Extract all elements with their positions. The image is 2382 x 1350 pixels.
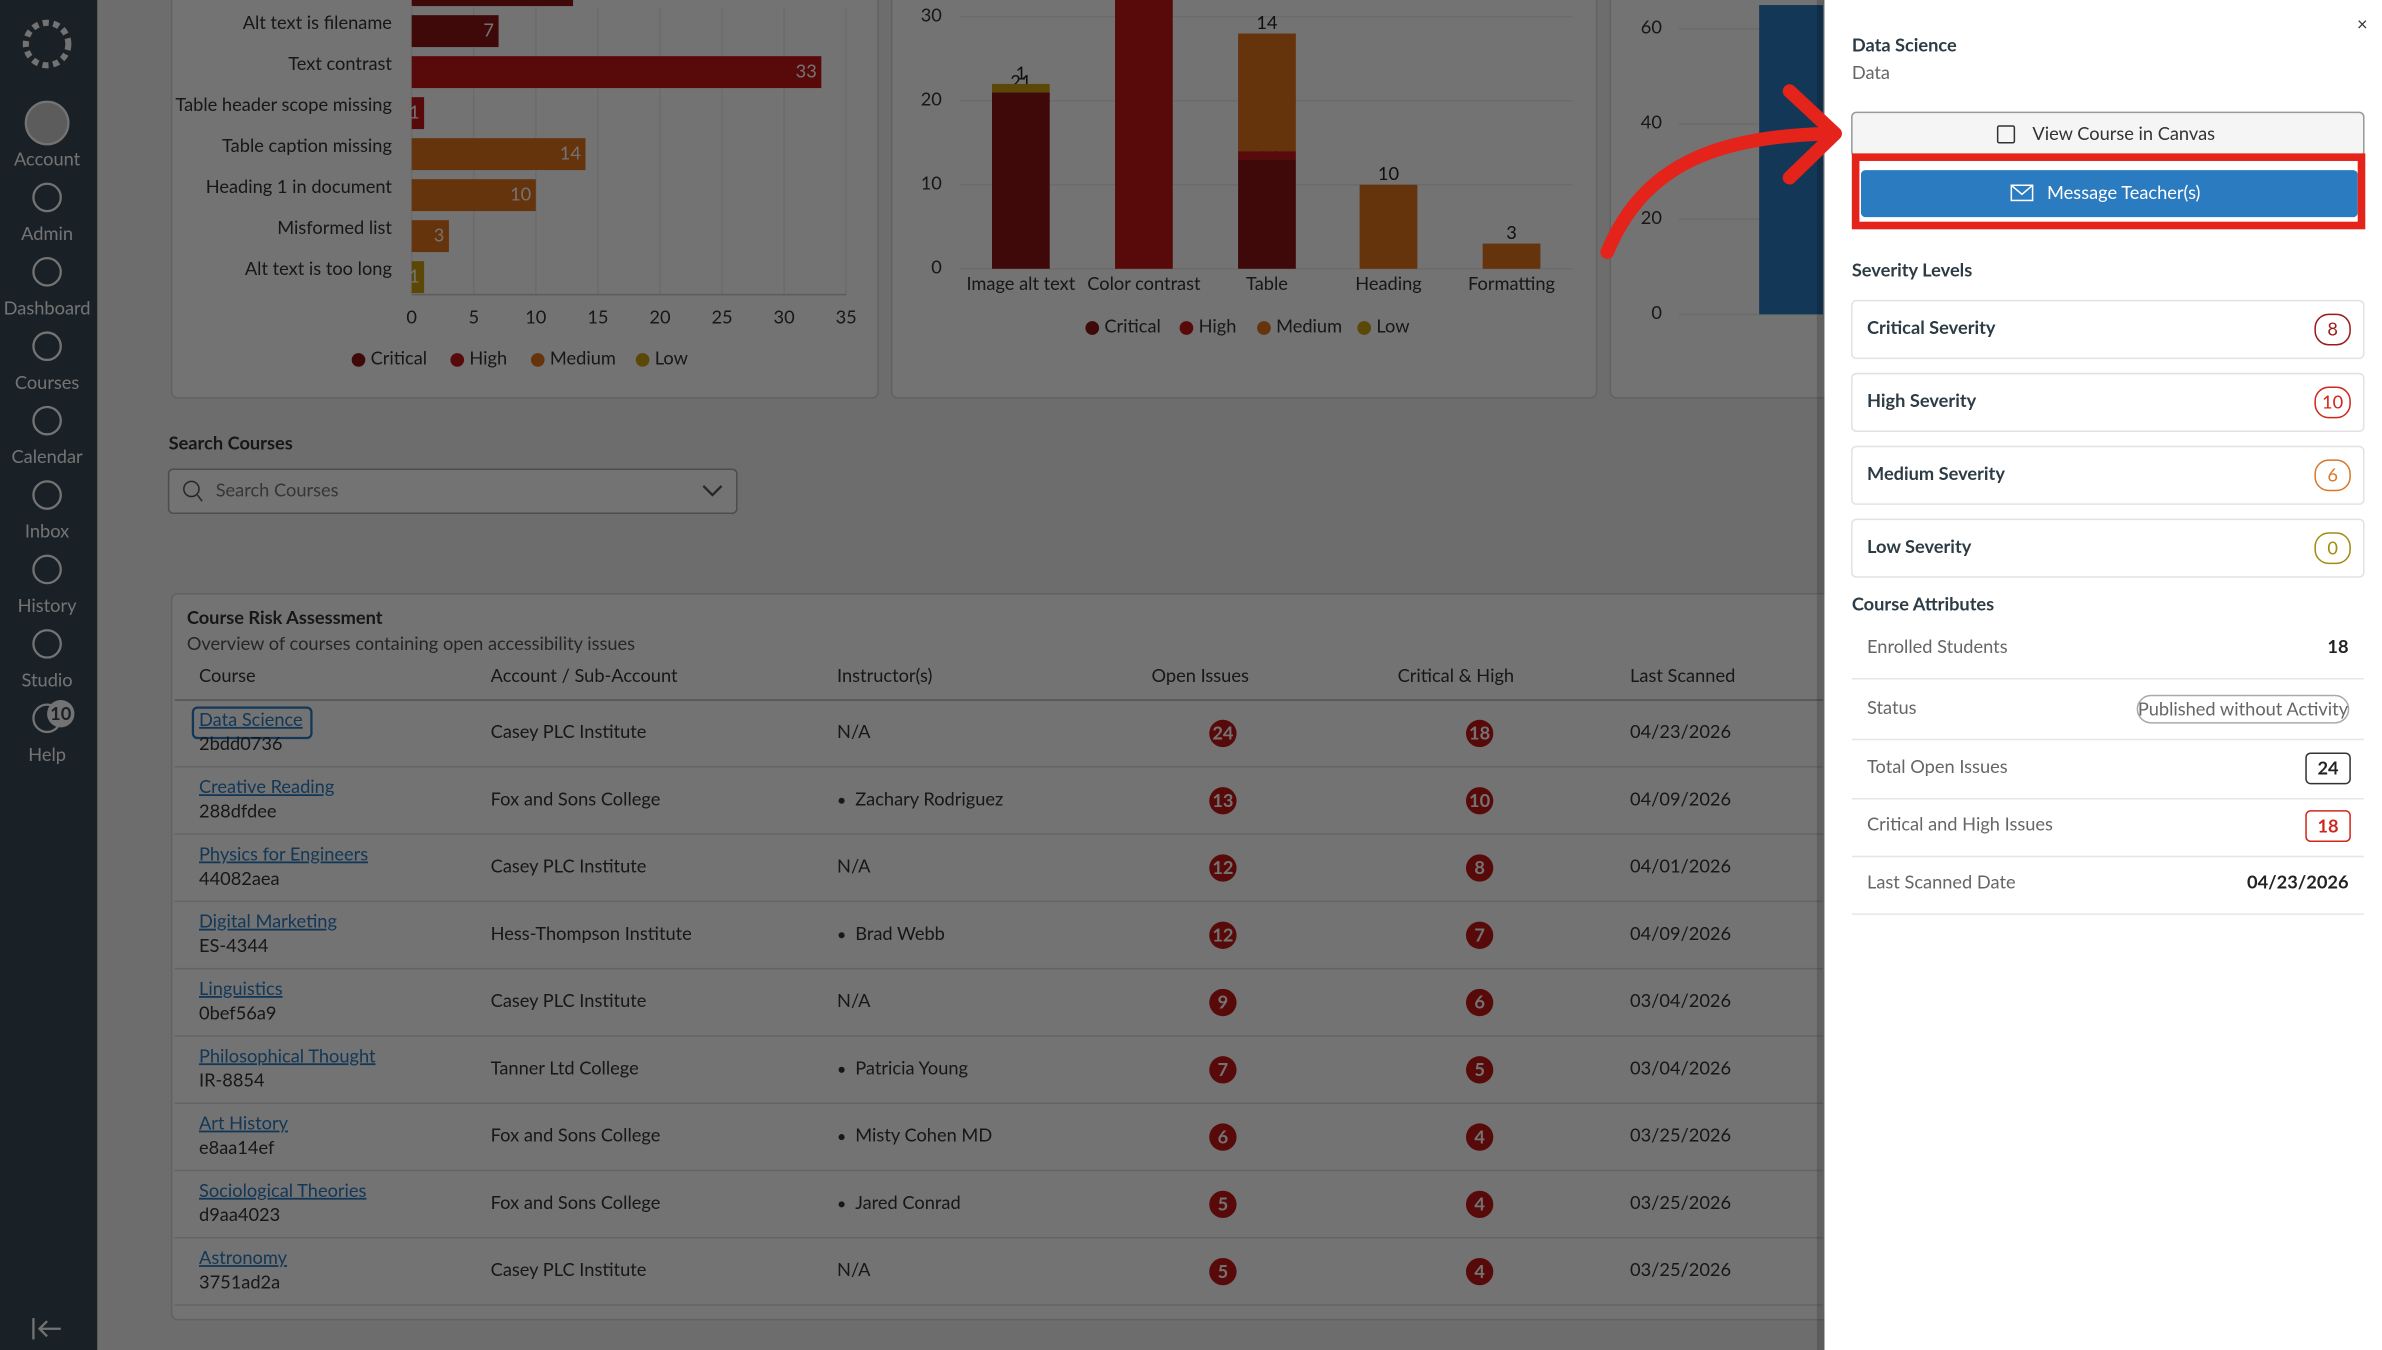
highlight-box <box>1851 153 2366 230</box>
mail-icon <box>2010 184 2034 202</box>
attribute-value-box <box>2305 752 2351 785</box>
attribute-label: Enrolled Students <box>1867 635 2008 657</box>
annotation-arrowhead <box>1782 84 1842 185</box>
mail-icon <box>2010 184 2034 196</box>
attribute-value: 04/23/2026 <box>2247 870 2349 892</box>
attribute-value: 18 <box>2327 635 2348 657</box>
severity-count: 6 <box>2327 463 2338 485</box>
severity-label: Medium Severity <box>1867 462 2005 484</box>
attribute-label: Status <box>1867 696 1917 718</box>
attribute-value-box <box>2305 810 2351 843</box>
severity-count: 0 <box>2327 536 2338 558</box>
severity-count: 8 <box>2327 318 2338 340</box>
attribute-label: Last Scanned Date <box>1867 870 2016 892</box>
severity-label: High Severity <box>1867 389 1977 411</box>
severity-count-box <box>2314 386 2351 419</box>
external-icon <box>1996 125 2016 144</box>
attribute-label: Critical and High Issues <box>1867 813 2053 835</box>
attribute-label: Total Open Issues <box>1867 755 2008 777</box>
severity-label: Critical Severity <box>1867 316 1996 338</box>
panel-subtitle: Data <box>1852 61 1890 83</box>
severity-count-box <box>2314 313 2351 346</box>
severity-item <box>1851 299 2365 360</box>
severity-item <box>1851 445 2365 505</box>
close-button[interactable]: × <box>2357 12 2368 34</box>
severity-count-box <box>2314 459 2351 492</box>
attribute-value: 24 <box>2317 757 2339 779</box>
panel-title: Data Science <box>1852 34 1957 56</box>
attribute-value: Published without Activity <box>2138 697 2349 719</box>
severity-label: Low Severity <box>1867 535 1972 557</box>
severity-item <box>1851 372 2365 433</box>
attributes-heading: Course Attributes <box>1852 593 1994 615</box>
message-button[interactable] <box>1860 170 2358 218</box>
status-pill <box>2136 694 2350 724</box>
severity-count-box <box>2314 532 2351 565</box>
severity-count: 10 <box>2322 391 2344 413</box>
message-label: Message Teacher(s) <box>2047 181 2201 203</box>
view-course-label: View Course in Canvas <box>2032 122 2215 144</box>
annotation-arrow <box>1600 126 1836 259</box>
panel-shadow <box>1816 0 1826 1350</box>
attribute-value: 18 <box>2317 814 2338 836</box>
severity-item <box>1851 518 2365 578</box>
modal-overlay <box>0 0 1825 1350</box>
severity-heading: Severity Levels <box>1852 258 1972 280</box>
